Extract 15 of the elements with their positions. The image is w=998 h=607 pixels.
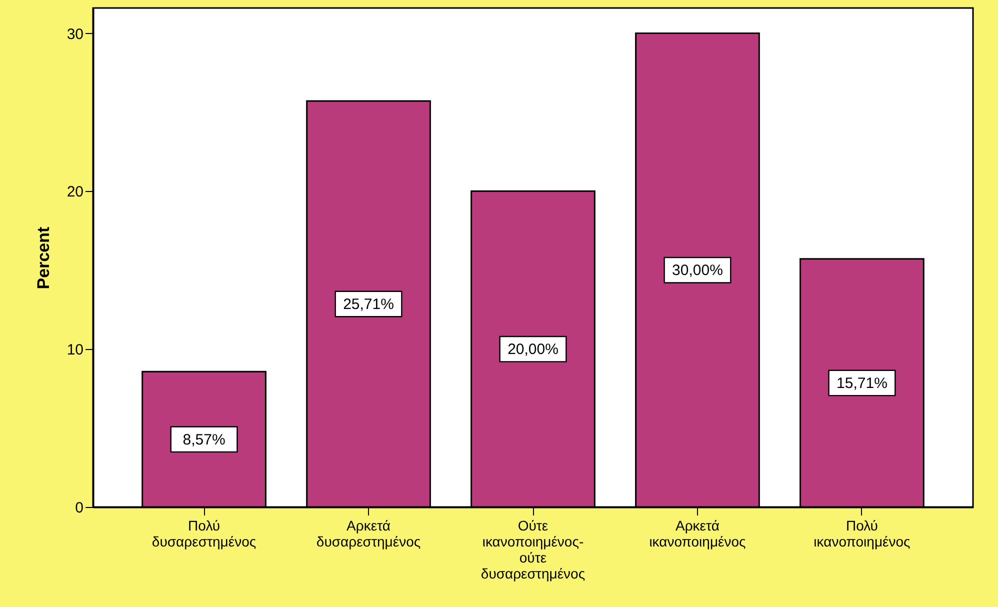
data-label: 20,00% <box>508 341 558 358</box>
x-tick-label: Πολύ ικανοποιημένος <box>814 518 911 550</box>
data-label: 25,71% <box>343 296 394 314</box>
x-tick-label: Πολύ δυσαρεστημένος <box>152 518 256 550</box>
y-tick-label: 20 <box>66 184 84 201</box>
x-tick-label: Ούτε ικανοποιημένος- ούτε δυσαρεστημένος <box>480 518 586 582</box>
y-tick-label: 0 <box>75 500 84 516</box>
x-tick-label: Αρκετά ικανοποιημένος <box>649 518 746 550</box>
x-tick-label: Αρκετά δυσαρεστημένος <box>316 518 421 550</box>
data-label: 30,00% <box>672 262 723 280</box>
y-axis-title: Percent <box>34 226 53 290</box>
y-tick-label: 30 <box>66 26 84 43</box>
data-label: 15,71% <box>836 374 888 392</box>
data-label: 8,57% <box>182 431 226 448</box>
y-tick-label: 10 <box>66 342 84 359</box>
